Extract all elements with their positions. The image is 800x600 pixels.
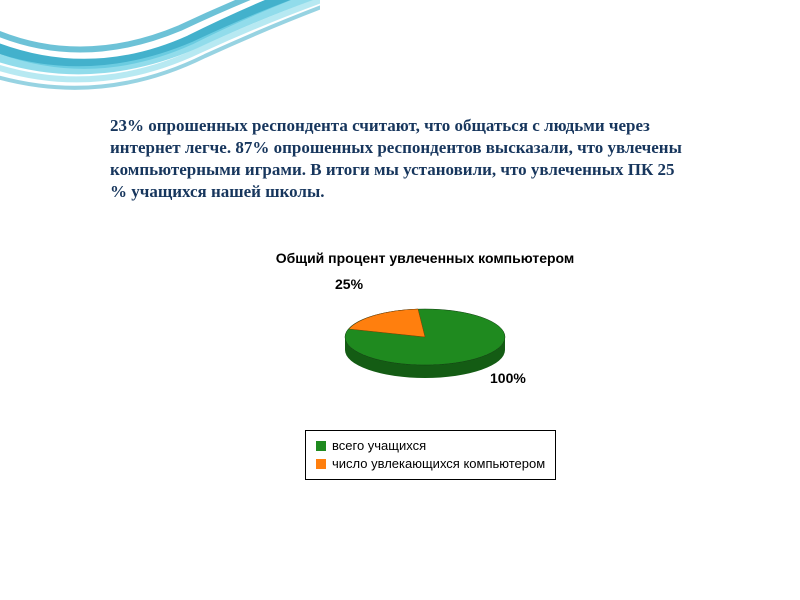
legend-item: число увлекающихся компьютером [316,455,545,473]
chart-legend: всего учащихся число увлекающихся компью… [305,430,556,480]
legend-item: всего учащихся [316,437,545,455]
legend-label: число увлекающихся компьютером [332,455,545,473]
pie-svg [340,302,510,382]
summary-paragraph: 23% опрошенных респондента считают, что … [110,115,690,203]
pie-label-25: 25% [335,276,363,292]
pie-plot: 25% 100% [260,274,590,404]
corner-decoration [0,0,320,110]
pie-chart: Общий процент увлеченных компьютером 25%… [260,250,590,404]
legend-swatch-icon [316,441,326,451]
chart-title: Общий процент увлеченных компьютером [260,250,590,266]
legend-label: всего учащихся [332,437,426,455]
legend-swatch-icon [316,459,326,469]
